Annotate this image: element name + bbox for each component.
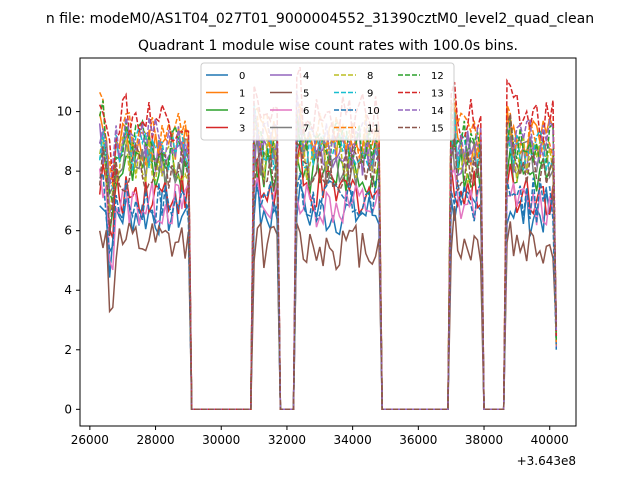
y-axis: 0 2 4 6 8 10: [57, 105, 80, 416]
legend-box: [200, 62, 455, 141]
x-tick-label: 36000: [399, 433, 437, 447]
y-tick-label: 8: [64, 164, 72, 178]
legend-label: 2: [239, 106, 245, 117]
y-tick-label: 4: [64, 283, 72, 297]
y-tick-label: 0: [64, 402, 72, 416]
x-tick-label: 30000: [202, 433, 240, 447]
series-line-5: [98, 206, 558, 411]
series-line-9: [98, 102, 558, 411]
legend-label: 1: [239, 89, 245, 100]
legend-label: 9: [367, 89, 373, 100]
legend-label: 6: [303, 106, 309, 117]
legend-label: 14: [431, 106, 444, 117]
x-tick-label: 38000: [465, 433, 503, 447]
legend-label: 13: [431, 89, 444, 100]
legend-label: 8: [367, 71, 373, 82]
x-tick-label: 26000: [71, 433, 109, 447]
legend-label: 4: [303, 71, 309, 82]
legend-label: 0: [239, 71, 245, 82]
series-line-12: [98, 100, 558, 411]
plot-frame: [79, 57, 577, 427]
y-tick-label: 6: [64, 224, 72, 238]
legend-label: 5: [303, 89, 309, 100]
x-tick-label: 28000: [136, 433, 174, 447]
x-tick-label: 34000: [334, 433, 372, 447]
x-tick-label: 40000: [531, 433, 569, 447]
legend-label: 7: [303, 124, 309, 135]
x-axis: 26000 28000 30000 32000 34000 36000 38000 40000: [71, 426, 569, 447]
x-offset-label: +3.643e8: [517, 454, 576, 468]
chart-suptitle: n file: modeM0/AS1T04_027T01_9000004552_…: [46, 11, 594, 27]
legend-label: 15: [431, 124, 444, 135]
legend-label: 10: [367, 106, 380, 117]
legend-label: 11: [367, 124, 380, 135]
legend-label: 12: [431, 71, 444, 82]
chart-title: Quadrant 1 module wise count rates with …: [138, 38, 518, 54]
series-line-10: [99, 171, 558, 411]
x-tick-label: 32000: [268, 433, 306, 447]
y-tick-label: 2: [64, 343, 72, 357]
legend-label: 3: [239, 124, 245, 135]
series-line-15: [98, 113, 558, 411]
y-tick-label: 10: [57, 105, 72, 119]
